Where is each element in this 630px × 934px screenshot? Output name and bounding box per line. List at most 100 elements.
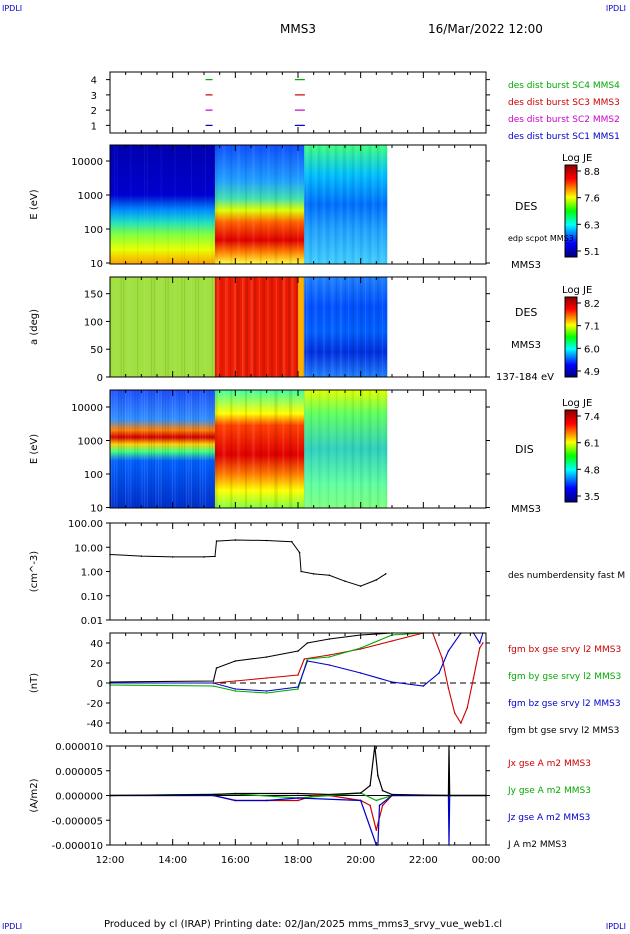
des-energy-colorbar-tick-label: 5.1 [584, 247, 600, 258]
des-energy-colorbar-title: Log JE [562, 153, 592, 164]
bfield-point [391, 681, 393, 683]
density-point [215, 540, 218, 542]
bfield-point [306, 660, 309, 662]
bfield-point [478, 647, 481, 649]
des-energy-region-post [304, 145, 388, 264]
density-point [312, 573, 315, 575]
dis-energy-colorbar-tick-label: 6.1 [584, 439, 600, 450]
bfield-ytick-label: 40 [90, 639, 103, 650]
bfield-legend-4: fgm bt gse srvy l2 MMS3 [508, 726, 619, 736]
bfield-ytick-label: -40 [87, 719, 103, 730]
bfield-point [306, 642, 309, 644]
des-energy-ytick-tick-label: 100 [84, 225, 103, 236]
current-point [369, 804, 371, 807]
burst-legend-1: des dist burst SC1 MMS1 [508, 132, 620, 142]
current-point [377, 774, 379, 777]
current-series-4 [109, 745, 486, 797]
current-legend-2: Jy gse A m2 MMS3 [507, 786, 591, 796]
current-point [297, 797, 299, 799]
des-energy-region-mid [214, 145, 305, 264]
bfield-point [328, 664, 331, 666]
des-energy-region-pre [110, 145, 215, 264]
bfield-point [328, 654, 331, 656]
des-pitch-ytick-label: 150 [84, 290, 103, 301]
des-pitch-colorbar-tick-label: 8.2 [584, 299, 600, 310]
time-axis-label: 16:00 [221, 855, 250, 866]
des-energy-ylabel: E (eV) [29, 189, 40, 219]
time-axis-label: 00:00 [472, 855, 501, 866]
density-point [300, 570, 302, 573]
dis-energy-ytick-tick-label: 10000 [71, 403, 103, 414]
density-legend: des numberdensity fast M [508, 571, 625, 581]
bfield-point [234, 660, 237, 662]
current-series-3 [110, 794, 486, 846]
burst-panel-frame [109, 71, 487, 134]
des-energy-ytick-tick-label: 10 [90, 259, 103, 270]
bfield-point [460, 722, 462, 724]
corner-label-bottom-right: IPDLI [605, 922, 626, 931]
dis-energy-colorbar-title: Log JE [562, 398, 592, 409]
burst-ytick-label: 3 [91, 91, 97, 102]
bfield-ytick-label: 20 [90, 659, 103, 670]
current-legend-1: Jx gse A m2 MMS3 [507, 759, 591, 769]
dis-energy-side-label-instrument: DIS [515, 443, 534, 456]
burst-legend-2: des dist burst SC2 MMS2 [508, 115, 620, 125]
density-frame [109, 522, 487, 621]
current-point [297, 792, 299, 795]
current-point [378, 804, 381, 807]
bfield-point [466, 707, 469, 709]
current-point [359, 792, 362, 794]
des-energy-colorbar-tick-label: 6.3 [584, 220, 600, 231]
time-axis-label: 22:00 [409, 855, 438, 866]
bfield-legend-1: fgm bx gse srvy l2 MMS3 [508, 645, 621, 655]
dis-energy-region-mid [214, 390, 305, 508]
density-point [214, 555, 216, 558]
bfield-point [303, 658, 306, 660]
bfield-point [265, 677, 268, 679]
dis-energy-ytick-tick-label: 100 [84, 470, 103, 481]
bfield-point [265, 690, 268, 692]
current-point [381, 789, 384, 792]
burst-ytick-label: 4 [91, 76, 97, 87]
current-ytick-label: 0.000010 [55, 742, 103, 753]
dis-energy-colorbar-tick-label: 7.4 [584, 412, 600, 423]
bfield-point [482, 642, 484, 644]
bfield-point [212, 685, 215, 687]
current-point [381, 804, 384, 807]
current-point [312, 794, 315, 797]
burst-legend-4: des dist burst SC4 MMS4 [508, 81, 620, 91]
bfield-point [306, 658, 309, 660]
des-pitch-ytick-label: 50 [90, 345, 103, 356]
current-ytick-label: 0.000005 [55, 767, 103, 778]
bfield-point [447, 687, 450, 689]
des-pitch-colorbar-title: Log JE [562, 285, 592, 296]
corner-label-bottom-left: IPDLI [2, 922, 23, 931]
bfield-ylabel: (nT) [29, 673, 40, 693]
bfield-point [212, 682, 215, 684]
current-ytick-label: 0.000000 [55, 792, 103, 803]
density-series-line [109, 539, 386, 587]
dis-energy-colorbar-gradient [564, 409, 578, 503]
dis-energy-colorbar-tick-label: 4.8 [584, 465, 600, 476]
des-energy-colorbar-tick-label: 8.8 [584, 167, 600, 178]
des-pitch-region-edge [298, 277, 305, 377]
current-point [448, 794, 451, 797]
bfield-point [297, 686, 299, 688]
des-pitch-colorbar-gradient [564, 296, 578, 378]
current-point [234, 799, 237, 802]
des-pitch-side-label-energy: 137-184 eV [496, 372, 554, 383]
density-ytick-label: 100.00 [68, 519, 103, 530]
current-legend-3: Jz gse A m2 MMS3 [507, 813, 590, 823]
bfield-point [391, 640, 393, 642]
current-point [375, 799, 378, 802]
density-point [328, 574, 331, 577]
density-point [203, 556, 205, 558]
des-energy-ytick-tick-label: 1000 [78, 191, 103, 202]
bfield-point [212, 680, 215, 682]
current-ylabel: (A/m2) [29, 778, 40, 812]
des-pitch-ytick-label: 100 [84, 317, 103, 328]
bfield-point [297, 688, 299, 690]
bfield-ytick-label: -20 [87, 699, 103, 710]
des-pitch-colorbar-tick-label: 6.0 [584, 344, 600, 355]
density-point [298, 551, 301, 554]
